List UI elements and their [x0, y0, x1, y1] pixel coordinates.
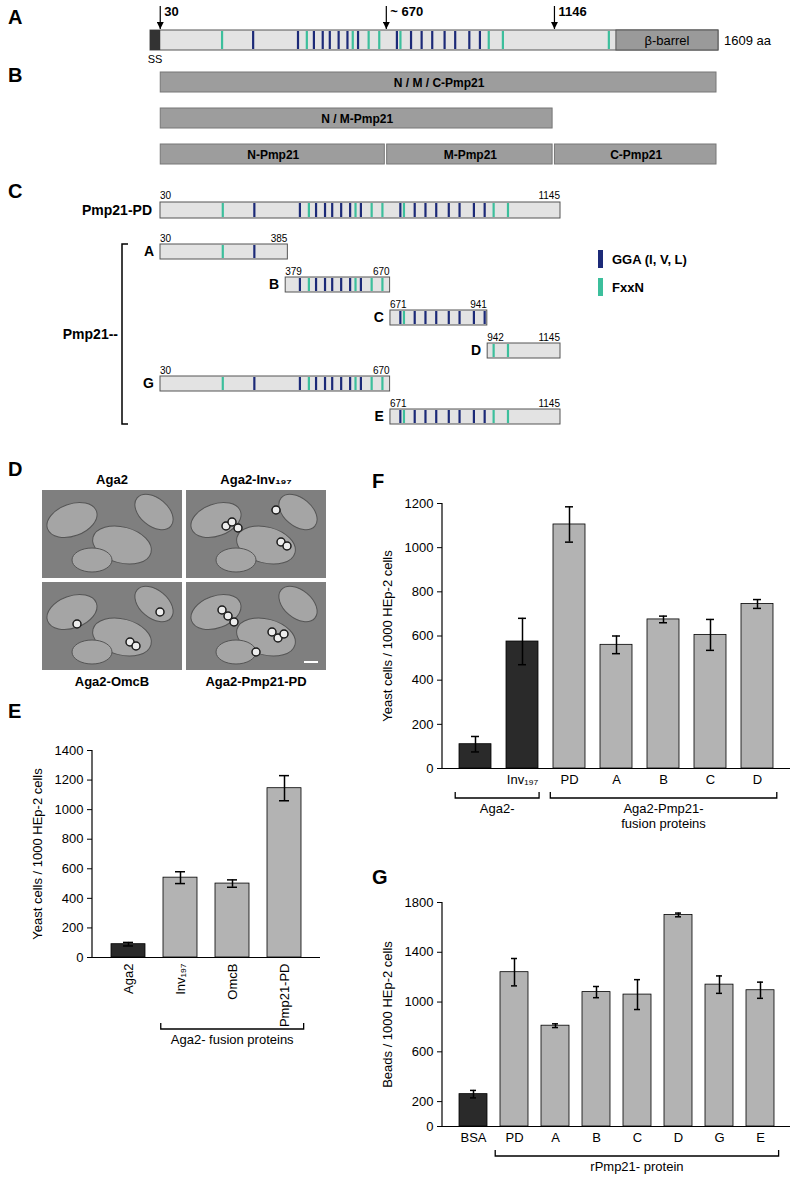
svg-text:30: 30: [160, 190, 172, 201]
svg-text:A: A: [551, 1130, 560, 1145]
svg-text:385: 385: [271, 233, 288, 244]
svg-text:B: B: [592, 1130, 601, 1145]
svg-text:Inv₁₉₇: Inv₁₉₇: [507, 772, 539, 787]
svg-text:Aga2- fusion proteins: Aga2- fusion proteins: [171, 1032, 294, 1047]
svg-text:D: D: [674, 1130, 683, 1145]
svg-text:Aga2-Inv₁₉₇: Aga2-Inv₁₉₇: [220, 472, 291, 487]
svg-text:Aga2-Pmp21-: Aga2-Pmp21-: [623, 801, 703, 816]
svg-text:941: 941: [470, 299, 487, 310]
svg-text:0: 0: [76, 950, 83, 965]
svg-text:670: 670: [373, 266, 390, 277]
svg-text:G: G: [714, 1130, 724, 1145]
svg-text:D: D: [471, 342, 481, 358]
svg-text:A: A: [612, 772, 621, 787]
svg-text:0: 0: [426, 761, 433, 776]
svg-text:Aga2: Aga2: [121, 964, 136, 994]
svg-text:B: B: [659, 772, 668, 787]
svg-text:OmcB: OmcB: [225, 964, 240, 1000]
svg-text:Yeast cells / 1000 HEp-2 cells: Yeast cells / 1000 HEp-2 cells: [380, 550, 395, 722]
svg-text:600: 600: [62, 861, 84, 876]
svg-text:D: D: [753, 772, 762, 787]
svg-text:600: 600: [412, 1044, 434, 1059]
svg-text:E: E: [756, 1130, 765, 1145]
svg-text:30: 30: [160, 233, 172, 244]
svg-text:E: E: [375, 408, 384, 424]
svg-text:1200: 1200: [405, 496, 434, 511]
svg-text:1145: 1145: [538, 190, 560, 201]
svg-text:30: 30: [160, 365, 172, 376]
svg-text:400: 400: [62, 891, 84, 906]
svg-text:G: G: [143, 375, 154, 391]
svg-text:M-Pmp21: M-Pmp21: [444, 148, 498, 162]
svg-text:1400: 1400: [405, 944, 434, 959]
svg-text:1200: 1200: [55, 772, 84, 787]
svg-text:N / M / C-Pmp21: N / M / C-Pmp21: [394, 76, 485, 90]
html-text:C: C: [8, 180, 23, 202]
svg-text:Aga2-: Aga2-: [480, 801, 515, 816]
html-text:E: E: [8, 700, 22, 722]
svg-text:200: 200: [412, 716, 434, 731]
svg-text:800: 800: [412, 584, 434, 599]
svg-text:1800: 1800: [405, 895, 434, 910]
svg-text:β-barrel: β-barrel: [644, 33, 689, 48]
svg-text:N / M-Pmp21: N / M-Pmp21: [321, 112, 393, 126]
svg-text:FxxN: FxxN: [612, 280, 644, 295]
svg-text:1609 aa: 1609 aa: [724, 33, 772, 48]
svg-text:fusion proteins: fusion proteins: [621, 816, 706, 831]
svg-text:N-Pmp21: N-Pmp21: [247, 148, 299, 162]
svg-text:1146: 1146: [558, 4, 586, 19]
svg-text:1145: 1145: [538, 398, 560, 409]
svg-text:400: 400: [412, 672, 434, 687]
svg-text:rPmp21- protein: rPmp21- protein: [590, 1159, 683, 1174]
svg-text:SS: SS: [148, 53, 163, 65]
svg-text:BSA: BSA: [460, 1130, 486, 1145]
svg-text:0: 0: [426, 1119, 433, 1134]
svg-text:Inv₁₉₇: Inv₁₉₇: [173, 963, 188, 995]
svg-text:B: B: [269, 276, 279, 292]
svg-text:C-Pmp21: C-Pmp21: [610, 148, 662, 162]
svg-text:379: 379: [285, 266, 302, 277]
svg-text:Beads / 1000 HEp-2 cells: Beads / 1000 HEp-2 cells: [380, 941, 395, 1088]
svg-text:200: 200: [412, 1094, 434, 1109]
svg-text:1000: 1000: [405, 540, 434, 555]
html-text:D: D: [8, 458, 23, 480]
svg-text:200: 200: [62, 920, 84, 935]
svg-text:PD: PD: [505, 1130, 523, 1145]
svg-text:C: C: [374, 309, 384, 325]
svg-text:Pmp21-PD: Pmp21-PD: [277, 964, 292, 1028]
svg-text:671: 671: [390, 299, 407, 310]
svg-text:1400: 1400: [55, 743, 84, 758]
svg-text:GGA (I, V, L): GGA (I, V, L): [612, 252, 687, 267]
svg-text:1000: 1000: [55, 802, 84, 817]
html-text:F: F: [372, 470, 385, 492]
html-text:A: A: [8, 6, 23, 28]
html-text:B: B: [8, 64, 23, 86]
svg-text:942: 942: [487, 332, 504, 343]
svg-text:PD: PD: [560, 772, 578, 787]
svg-text:671: 671: [390, 398, 407, 409]
svg-text:A: A: [144, 243, 154, 259]
svg-text:670: 670: [373, 365, 390, 376]
svg-text:C: C: [706, 772, 715, 787]
svg-text:Aga2: Aga2: [96, 472, 128, 487]
svg-text:800: 800: [62, 831, 84, 846]
svg-text:Pmp21-PD: Pmp21-PD: [82, 202, 152, 218]
svg-text:Pmp21--: Pmp21--: [63, 326, 119, 342]
svg-text:600: 600: [412, 628, 434, 643]
svg-text:C: C: [633, 1130, 642, 1145]
svg-text:30: 30: [164, 4, 178, 19]
html-text:G: G: [372, 866, 388, 888]
svg-text:Aga2-OmcB: Aga2-OmcB: [75, 674, 149, 689]
svg-text:~ 670: ~ 670: [390, 4, 423, 19]
svg-text:1145: 1145: [538, 332, 560, 343]
svg-text:Yeast cells / 1000 HEp-2 cells: Yeast cells / 1000 HEp-2 cells: [30, 768, 45, 940]
svg-text:1000: 1000: [405, 994, 434, 1009]
svg-text:Aga2-Pmp21-PD: Aga2-Pmp21-PD: [205, 674, 306, 689]
